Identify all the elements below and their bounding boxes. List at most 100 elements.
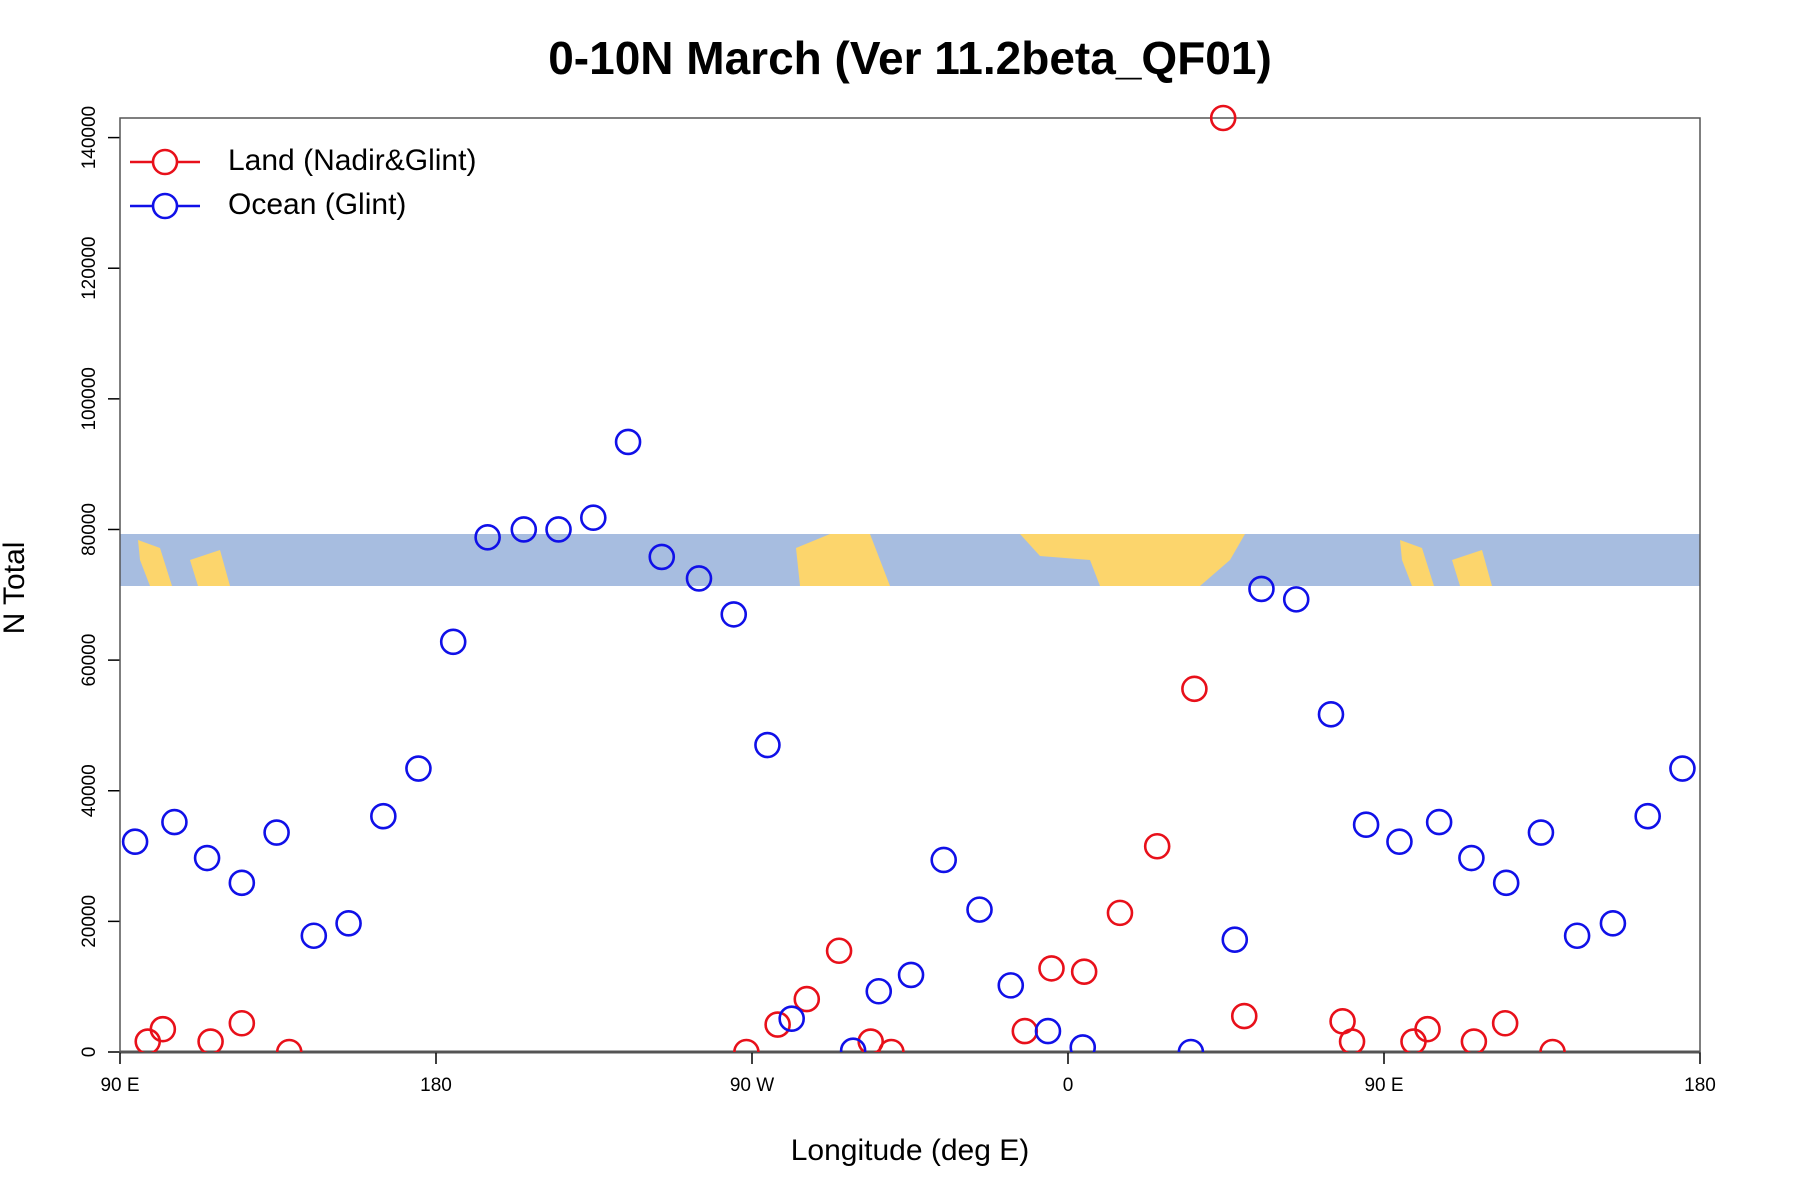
- point: [1386, 828, 1413, 855]
- point: [1070, 958, 1098, 985]
- point: [149, 1015, 177, 1043]
- map-band: [120, 534, 1700, 586]
- point: [1317, 701, 1345, 728]
- y-tick-label: 120000: [79, 237, 100, 300]
- point: [1563, 922, 1591, 950]
- point: [335, 910, 362, 937]
- land-shape: [190, 550, 230, 586]
- point: [1177, 1038, 1205, 1052]
- legend-marker: [151, 148, 179, 176]
- point: [778, 1005, 805, 1032]
- point: [275, 1038, 303, 1052]
- point: [685, 565, 713, 592]
- point: [1181, 675, 1208, 703]
- point: [897, 961, 925, 989]
- point: [825, 937, 853, 965]
- y-tick-label: 80000: [79, 503, 100, 556]
- point: [228, 869, 256, 897]
- point: [1400, 1028, 1427, 1052]
- point: [1209, 104, 1237, 132]
- point: [1221, 926, 1249, 953]
- point: [439, 628, 467, 656]
- x-tick-label: 90 E: [1364, 1075, 1403, 1096]
- land-shape: [1452, 550, 1492, 586]
- point: [1338, 1028, 1366, 1052]
- point: [1038, 955, 1065, 982]
- x-axis-label: Longitude (deg E): [791, 1134, 1030, 1167]
- point: [474, 524, 501, 551]
- point: [197, 1028, 224, 1052]
- point: [1414, 1015, 1441, 1043]
- point: [793, 985, 821, 1013]
- land-shape: [796, 534, 890, 586]
- point: [405, 755, 432, 782]
- point: [121, 828, 149, 855]
- point: [545, 516, 572, 543]
- point: [1460, 1028, 1488, 1052]
- point: [1425, 808, 1453, 836]
- point: [1491, 1009, 1519, 1037]
- legend-label: Ocean (Glint): [228, 188, 406, 221]
- point: [1634, 802, 1661, 830]
- y-tick-label: 100000: [79, 367, 100, 430]
- point: [1282, 586, 1310, 613]
- legend-label: Land (Nadir&Glint): [228, 144, 476, 177]
- point: [1527, 819, 1555, 846]
- point: [1458, 844, 1485, 872]
- point: [161, 808, 188, 836]
- point: [997, 972, 1025, 999]
- point: [878, 1038, 905, 1052]
- point: [1248, 575, 1275, 603]
- y-axis-label: N Total: [0, 542, 31, 635]
- point: [720, 601, 748, 628]
- point: [1069, 1034, 1097, 1052]
- point: [510, 516, 538, 543]
- point: [754, 731, 781, 759]
- chart-title: 0-10N March (Ver 11.2beta_QF01): [548, 32, 1272, 84]
- point: [228, 1009, 256, 1037]
- point: [300, 922, 328, 950]
- point: [579, 504, 607, 532]
- point: [1230, 1002, 1258, 1030]
- point: [193, 844, 221, 872]
- x-tick-label: 90 W: [730, 1075, 774, 1096]
- point: [1599, 910, 1627, 937]
- x-tick-label: 90 E: [100, 1075, 139, 1096]
- point: [1352, 811, 1380, 839]
- y-tick-label: 60000: [79, 634, 100, 687]
- point: [134, 1028, 162, 1052]
- point: [1669, 755, 1696, 782]
- y-tick-label: 0: [79, 1047, 100, 1058]
- point: [764, 1011, 791, 1038]
- plot-frame: [119, 117, 1701, 1053]
- point: [614, 428, 642, 456]
- points: [121, 104, 1696, 1052]
- y-tick-label: 40000: [79, 764, 100, 817]
- point: [733, 1038, 760, 1052]
- x-tick-label: 0: [1063, 1075, 1074, 1096]
- point: [1034, 1017, 1062, 1045]
- point: [839, 1037, 867, 1052]
- point: [1143, 832, 1171, 860]
- point: [370, 802, 397, 830]
- y-tick-label: 20000: [79, 895, 100, 948]
- land-shape: [1400, 540, 1434, 586]
- legend-marker: [151, 192, 179, 220]
- point: [1011, 1017, 1039, 1045]
- land-shape: [138, 540, 172, 586]
- y-tick-label: 140000: [79, 106, 100, 169]
- x-tick-label: 180: [1684, 1075, 1716, 1096]
- point: [966, 896, 993, 923]
- ocean-band: [120, 534, 1700, 586]
- point: [648, 543, 676, 571]
- point: [930, 846, 958, 874]
- point: [1106, 899, 1134, 927]
- point: [1539, 1038, 1566, 1052]
- point: [1492, 869, 1520, 897]
- land-shape: [1020, 534, 1245, 586]
- x-tick-label: 180: [420, 1075, 452, 1096]
- point: [865, 977, 893, 1005]
- point: [263, 819, 290, 846]
